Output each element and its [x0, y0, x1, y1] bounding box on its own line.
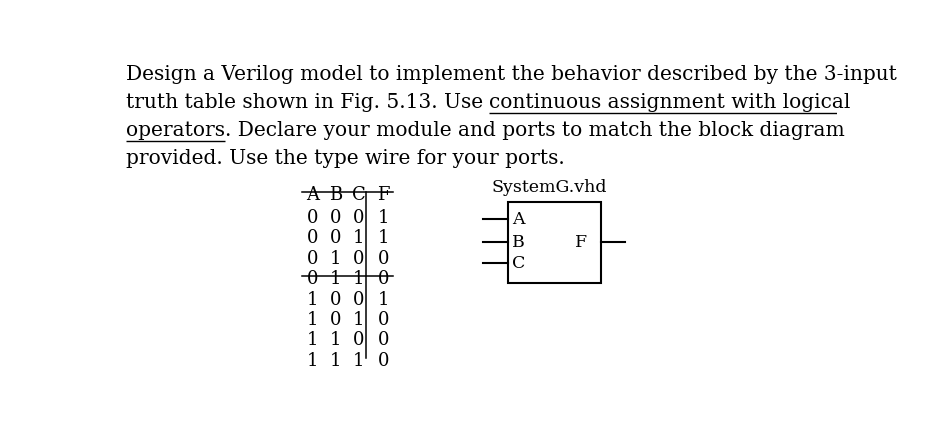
- Text: . Declare your module and ports to match the block diagram: . Declare your module and ports to match…: [224, 121, 844, 140]
- Text: 0: 0: [330, 291, 341, 309]
- Text: 1: 1: [378, 209, 389, 227]
- Text: A: A: [306, 186, 319, 203]
- Text: 0: 0: [378, 250, 389, 268]
- Text: 0: 0: [378, 311, 389, 329]
- Text: 1: 1: [353, 311, 365, 329]
- Text: 1: 1: [307, 352, 318, 370]
- Text: provided. Use the type wire for your ports.: provided. Use the type wire for your por…: [126, 149, 565, 168]
- Text: 1: 1: [378, 291, 389, 309]
- Text: SystemG.vhd: SystemG.vhd: [492, 179, 607, 196]
- Text: 1: 1: [330, 270, 341, 288]
- Text: operators: operators: [126, 121, 224, 140]
- Text: 0: 0: [330, 209, 341, 227]
- Text: B: B: [329, 186, 342, 203]
- Text: 1: 1: [353, 229, 365, 247]
- Text: Design a Verilog model to implement the behavior described by the 3-input: Design a Verilog model to implement the …: [126, 65, 897, 84]
- Text: 0: 0: [378, 270, 389, 288]
- Text: 1: 1: [353, 352, 365, 370]
- Text: 0: 0: [378, 332, 389, 349]
- Text: 0: 0: [353, 209, 365, 227]
- Text: 1: 1: [330, 250, 341, 268]
- Text: 0: 0: [330, 229, 341, 247]
- Text: F: F: [575, 233, 587, 250]
- Text: 1: 1: [307, 332, 318, 349]
- Text: 0: 0: [307, 229, 318, 247]
- Text: 0: 0: [330, 311, 341, 329]
- Text: 0: 0: [353, 332, 365, 349]
- Text: 1: 1: [330, 332, 341, 349]
- Text: 0: 0: [307, 209, 318, 227]
- Text: F: F: [377, 186, 390, 203]
- Text: continuous assignment with logical: continuous assignment with logical: [489, 93, 850, 112]
- Text: C: C: [512, 255, 525, 272]
- Text: A: A: [512, 211, 525, 228]
- Text: 0: 0: [307, 270, 318, 288]
- Text: 1: 1: [307, 291, 318, 309]
- Text: B: B: [512, 233, 525, 250]
- Text: 0: 0: [353, 250, 365, 268]
- Text: 1: 1: [307, 311, 318, 329]
- Text: 0: 0: [307, 250, 318, 268]
- Text: 1: 1: [330, 352, 341, 370]
- Text: 1: 1: [378, 229, 389, 247]
- Text: truth table shown in Fig. 5.13. Use: truth table shown in Fig. 5.13. Use: [126, 93, 489, 112]
- Bar: [508, 202, 601, 283]
- Text: 1: 1: [353, 270, 365, 288]
- Text: C: C: [352, 186, 365, 203]
- Text: 0: 0: [378, 352, 389, 370]
- Text: 0: 0: [353, 291, 365, 309]
